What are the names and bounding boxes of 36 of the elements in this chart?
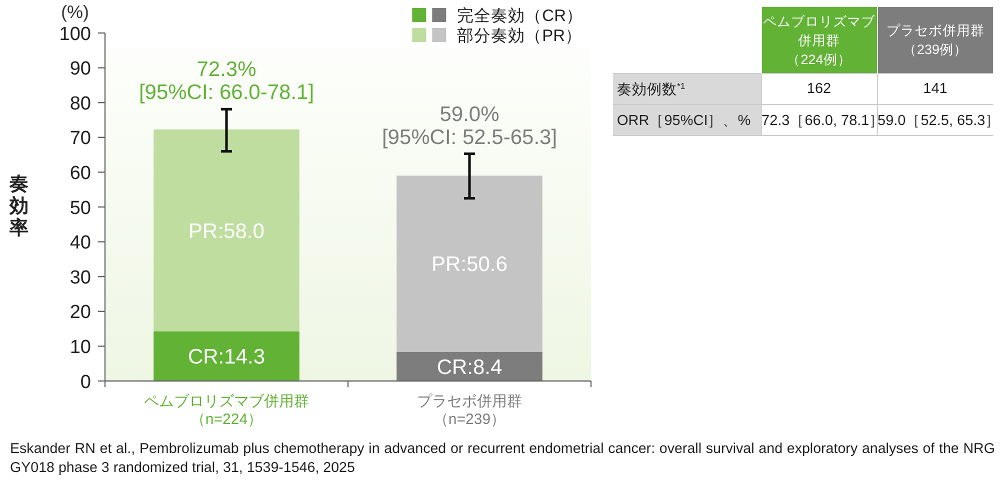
y-tick-label: 30 (70, 267, 91, 288)
data-label: CR:8.4 (436, 356, 502, 379)
text: ペムブロリズマブ併用群（224例） (761, 7, 877, 74)
legend-label: 完全奏効（CR） (457, 6, 583, 25)
bar (154, 129, 300, 332)
y-tick-label: 40 (70, 232, 91, 254)
text: (%) (61, 2, 89, 22)
text: 162 (761, 74, 877, 104)
y-tick-label: 90 (70, 58, 91, 80)
y-tick-label: 70 (70, 128, 91, 150)
bar (154, 331, 300, 381)
x-tick-label: ペムブロリズマブ併用群（n=224） (144, 393, 309, 428)
y-tick-label: 100 (59, 24, 91, 45)
y-axis-title: 奏効率 (8, 174, 28, 239)
text: Eskander RN et al., Pembrolizumab plus chemotherapy in advanced or recurrent endometrial cancer: overall survival and exploratory analyses of the NRG GY018 phase 3 randomized trial, 31, 1539-1546, 2025 (10, 440, 995, 478)
total-label: 72.3% (196, 58, 256, 82)
annotation: [95%CI: 52.5-65.3] (382, 126, 558, 149)
y-tick-label: 60 (70, 163, 91, 184)
text: プラセボ併用群（239例） (877, 7, 993, 74)
text: 141 (877, 74, 993, 104)
y-tick-label: 10 (70, 337, 91, 358)
data-label: PR:58.0 (188, 220, 264, 243)
total-label: 59.0% (440, 102, 500, 126)
bar (396, 176, 542, 352)
x-tick-label: プラセボ併用群（n=239） (417, 393, 522, 428)
y-tick-label: 80 (70, 93, 91, 114)
data-label: CR:14.3 (188, 346, 266, 369)
text: 奏効例数$^{*1}$ (613, 74, 761, 104)
y-tick-label: 0 (80, 372, 91, 393)
data-label: PR:50.6 (432, 253, 508, 276)
text: 59.0［52.5, 65.3］ (877, 112, 1000, 130)
text: ORR［95%CI］、% (613, 104, 761, 136)
legend-label: 部分奏効（PR） (457, 26, 582, 45)
y-tick-label: 20 (70, 302, 91, 324)
y-tick-label: 50 (70, 198, 91, 219)
annotation: [95%CI: 66.0-78.1] (138, 81, 314, 104)
